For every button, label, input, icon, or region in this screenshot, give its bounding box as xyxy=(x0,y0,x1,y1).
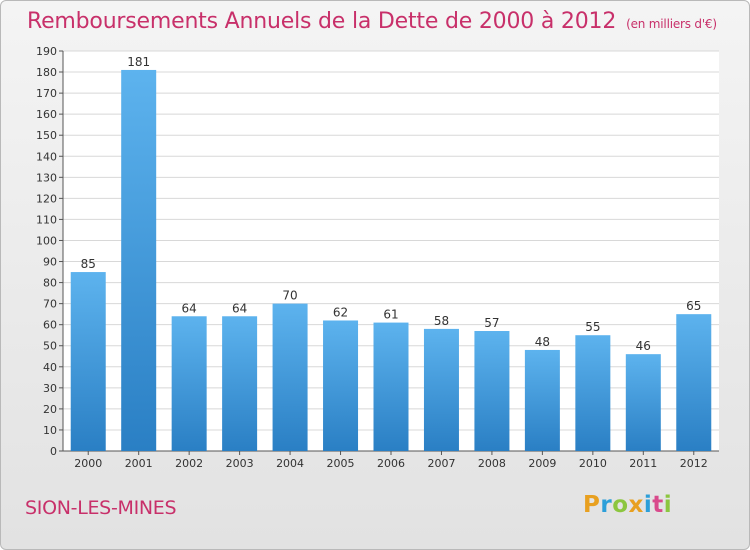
axis-layer: 0 10 20 30 40 50 60 70 80 90 100 110 120 130 140 150 160… xyxy=(36,45,719,470)
y-tick-label: 0 xyxy=(50,445,57,458)
bar-2006 xyxy=(373,322,409,451)
data-label: 85 xyxy=(81,257,96,271)
x-tick-label: 2010 xyxy=(579,457,607,470)
y-tick-label: 110 xyxy=(36,213,57,226)
x-tick-label: 2008 xyxy=(478,457,506,470)
bar-2009 xyxy=(524,349,560,451)
y-tick-label: 130 xyxy=(36,171,57,184)
y-tick-label: 80 xyxy=(43,277,57,290)
bar-2010 xyxy=(575,335,611,451)
y-tick-label: 150 xyxy=(36,129,57,142)
bar-2011 xyxy=(625,354,661,451)
x-tick-label: 2009 xyxy=(528,457,556,470)
data-label: 58 xyxy=(434,314,449,328)
data-label: 48 xyxy=(535,335,550,349)
y-tick-label: 40 xyxy=(43,361,57,374)
y-tick-label: 90 xyxy=(43,256,57,269)
y-tick-label: 160 xyxy=(36,108,57,121)
data-label: 62 xyxy=(333,305,348,319)
y-tick-label: 50 xyxy=(43,340,57,353)
x-tick-label: 2011 xyxy=(629,457,657,470)
y-tick-label: 120 xyxy=(36,192,57,205)
y-tick-label: 20 xyxy=(43,403,57,416)
data-label: 64 xyxy=(182,301,197,315)
y-tick-label: 140 xyxy=(36,150,57,163)
bar-2003 xyxy=(222,316,258,451)
data-label: 65 xyxy=(686,299,701,313)
x-tick-label: 2003 xyxy=(226,457,254,470)
x-tick-label: 2000 xyxy=(74,457,102,470)
x-tick-label: 2001 xyxy=(125,457,153,470)
y-tick-label: 70 xyxy=(43,298,57,311)
y-tick-label: 190 xyxy=(36,45,57,58)
commune-name: SION-LES-MINES xyxy=(25,497,177,519)
data-label: 57 xyxy=(484,316,499,330)
bar-2007 xyxy=(423,328,459,451)
x-tick-label: 2006 xyxy=(377,457,405,470)
y-tick-label: 60 xyxy=(43,319,57,332)
y-tick-label: 100 xyxy=(36,234,57,247)
bar-2004 xyxy=(272,303,308,451)
data-label: 61 xyxy=(383,308,398,322)
logo-letter: P xyxy=(583,492,601,518)
bar-2005 xyxy=(323,320,359,451)
bar-2008 xyxy=(474,331,510,451)
chart-title: Remboursements Annuels de la Dette de 20… xyxy=(27,9,717,34)
bar-2001 xyxy=(121,69,157,452)
bar-2000 xyxy=(70,272,106,451)
logo-letter: t xyxy=(652,492,664,518)
data-label: 70 xyxy=(282,289,297,303)
y-tick-label: 180 xyxy=(36,66,57,79)
x-tick-label: 2007 xyxy=(427,457,455,470)
data-label: 64 xyxy=(232,301,247,315)
y-tick-label: 170 xyxy=(36,87,57,100)
label-layer: 85 181 64 64 70 62 61 58 57 48 55 46 65 xyxy=(81,55,702,353)
bar-2002 xyxy=(171,316,207,451)
title-text: Remboursements Annuels de la Dette de 20… xyxy=(27,9,617,34)
data-label: 181 xyxy=(127,55,150,69)
proxiti-logo: Proxiti xyxy=(583,492,672,518)
logo-letter: x xyxy=(628,492,644,518)
bar-2012 xyxy=(676,314,712,451)
x-tick-label: 2002 xyxy=(175,457,203,470)
x-tick-label: 2005 xyxy=(327,457,355,470)
x-tick-label: 2012 xyxy=(680,457,708,470)
logo-letter: i xyxy=(663,492,673,518)
logo-letter: r xyxy=(600,492,613,518)
chart-subtitle: (en milliers d'€) xyxy=(626,17,717,31)
data-label: 55 xyxy=(585,320,600,334)
logo-letter: i xyxy=(643,492,653,518)
y-tick-label: 30 xyxy=(43,382,57,395)
data-label: 46 xyxy=(636,339,651,353)
y-tick-label: 10 xyxy=(43,424,57,437)
bar-layer xyxy=(70,69,712,452)
logo-letter: o xyxy=(612,492,629,518)
x-tick-label: 2004 xyxy=(276,457,304,470)
